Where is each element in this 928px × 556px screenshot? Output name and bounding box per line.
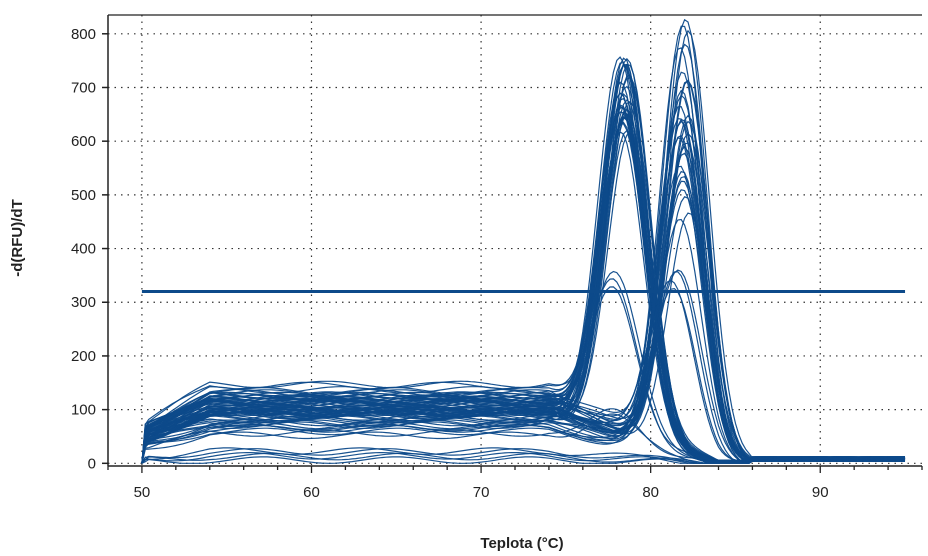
melt-curve [141, 269, 906, 464]
melt-curve [141, 447, 906, 464]
melt-curve [141, 18, 906, 464]
melt-curve [141, 413, 905, 464]
y-tick-label: 800 [71, 26, 96, 43]
melt-curves [141, 18, 906, 465]
y-tick-label: 100 [71, 402, 96, 419]
x-tick-label: 50 [134, 484, 151, 501]
melt-curve [141, 456, 906, 464]
y-tick-label: 0 [88, 455, 96, 472]
melt-curve [141, 270, 906, 464]
y-tick-label: 500 [71, 187, 96, 204]
melt-curve [141, 287, 905, 464]
x-tick-label: 90 [812, 484, 829, 501]
y-tick-label: 600 [71, 133, 96, 150]
x-axis-label: Teplota (°C) [480, 535, 563, 552]
melt-curve [141, 271, 906, 464]
x-tick-label: 80 [642, 484, 659, 501]
x-tick-label: 70 [473, 484, 490, 501]
y-tick-label: 400 [71, 241, 96, 258]
y-tick-label: 700 [71, 79, 96, 96]
axes: 0 100 200 300 400 500 600 700 800 50 60 70 80 90 [71, 14, 923, 501]
y-tick-label: 200 [71, 348, 96, 365]
melt-curve [141, 286, 906, 464]
y-axis-label: -d(RFU)/dT [9, 199, 26, 276]
x-tick-label: 60 [303, 484, 320, 501]
melt-curve [141, 152, 906, 464]
y-tick-label: 300 [71, 294, 96, 311]
melt-curve [141, 448, 906, 464]
